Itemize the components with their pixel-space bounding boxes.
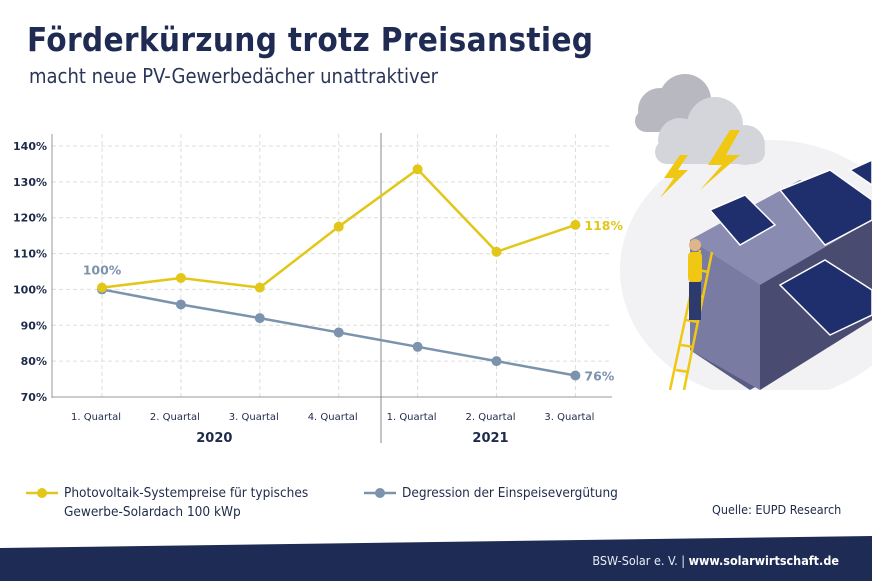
legend-label-line1: Photovoltaik-Systempreise für typisches — [64, 485, 309, 501]
data-point-0 — [412, 164, 423, 175]
data-point-0 — [175, 272, 186, 283]
data-point-0 — [491, 246, 502, 257]
source-note: Quelle: EUPD Research — [712, 502, 842, 517]
data-point-0 — [333, 221, 344, 232]
y-tick-label: 80% — [21, 355, 47, 368]
legend-marker-yellow — [26, 488, 58, 498]
footer-credit: BSW-Solar e. V. | www.solarwirtschaft.de — [592, 553, 839, 568]
x-tick-label: 1. Quartal — [71, 412, 121, 423]
page-subtitle: macht neue PV-Gewerbedächer unattraktive… — [29, 64, 439, 88]
legend-label-line2: Gewerbe-Solardach 100 kWp — [64, 504, 241, 520]
legend-marker-blue — [364, 488, 396, 498]
lightning-icon — [660, 155, 688, 198]
data-point-0 — [254, 282, 265, 293]
start-value-label: 100% — [83, 262, 122, 277]
y-tick-label: 100% — [13, 283, 47, 296]
y-tick-label: 130% — [13, 176, 47, 189]
footer-org: BSW-Solar e. V. | — [592, 553, 686, 568]
solar-roof-illustration — [620, 74, 872, 390]
year-label: 2020 — [196, 431, 232, 446]
x-tick-label: 2. Quartal — [466, 412, 516, 423]
x-tick-label: 3. Quartal — [229, 412, 279, 423]
data-point-0 — [97, 282, 107, 293]
page-title: Förderkürzung trotz Preisanstieg — [27, 20, 594, 59]
legend-item-pv-prices: Photovoltaik-Systempreise für typisches G… — [24, 484, 308, 522]
year-label: 2021 — [472, 431, 508, 446]
data-point-1 — [333, 327, 344, 338]
data-point-1 — [570, 370, 581, 381]
end-value-label: 118% — [584, 218, 623, 233]
data-point-1 — [491, 356, 502, 367]
data-point-1 — [254, 313, 265, 324]
y-tick-label: 70% — [21, 391, 47, 404]
data-point-0 — [570, 219, 581, 230]
worker-icon — [688, 239, 702, 320]
footer-url[interactable]: www.solarwirtschaft.de — [688, 553, 839, 568]
y-tick-label: 120% — [13, 212, 47, 225]
y-tick-label: 140% — [13, 140, 47, 153]
y-tick-label: 90% — [21, 319, 47, 332]
x-tick-label: 2. Quartal — [150, 412, 200, 423]
lightning-icon — [700, 130, 740, 190]
data-point-1 — [412, 341, 423, 352]
y-tick-label: 110% — [13, 248, 47, 261]
x-tick-label: 4. Quartal — [308, 412, 358, 423]
storm-cloud-icon — [635, 74, 765, 165]
solar-panel-icon — [708, 159, 872, 336]
data-point-1 — [175, 299, 186, 310]
legend-item-degression: Degression der Einspeisevergütung — [362, 484, 618, 503]
end-value-label: 76% — [584, 368, 614, 383]
x-tick-label: 3. Quartal — [544, 412, 594, 423]
x-tick-label: 1. Quartal — [387, 412, 437, 423]
legend-label: Degression der Einspeisevergütung — [402, 485, 618, 501]
